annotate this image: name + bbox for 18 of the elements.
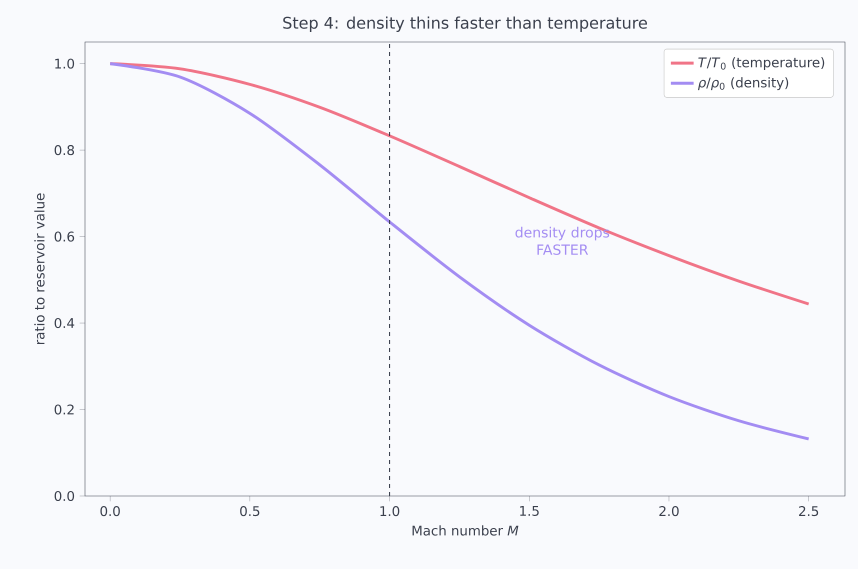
legend-label: T/T$_{0}$ (temperature) (698, 57, 824, 70)
chart-title: Step 4: density thins faster than temperature (283, 16, 647, 32)
legend-label: ρ/ρ$_{0}$ (density) (698, 77, 788, 90)
x-tick-label: 0.5 (240, 506, 260, 516)
x-axis-title: Mach number M (412, 525, 518, 536)
y-tick-label: 0.0 (54, 490, 74, 502)
annotation: density drops FASTER (516, 226, 610, 255)
y-tick-label: 0.8 (54, 145, 74, 156)
y-tick-label: 0.6 (54, 232, 74, 242)
x-tick-label: 1.0 (380, 506, 400, 516)
x-tick-label: 1.5 (520, 506, 539, 516)
x-tick-label: 2.5 (799, 506, 818, 516)
y-tick-label: 1.0 (55, 58, 74, 69)
y-tick-label: 0.2 (54, 404, 74, 415)
y-tick-label: 0.4 (54, 318, 74, 328)
y-axis-title: ratio to reservoir value (34, 193, 45, 344)
x-tick-label: 2.0 (659, 506, 679, 516)
x-tick-label: 0.0 (100, 506, 120, 516)
